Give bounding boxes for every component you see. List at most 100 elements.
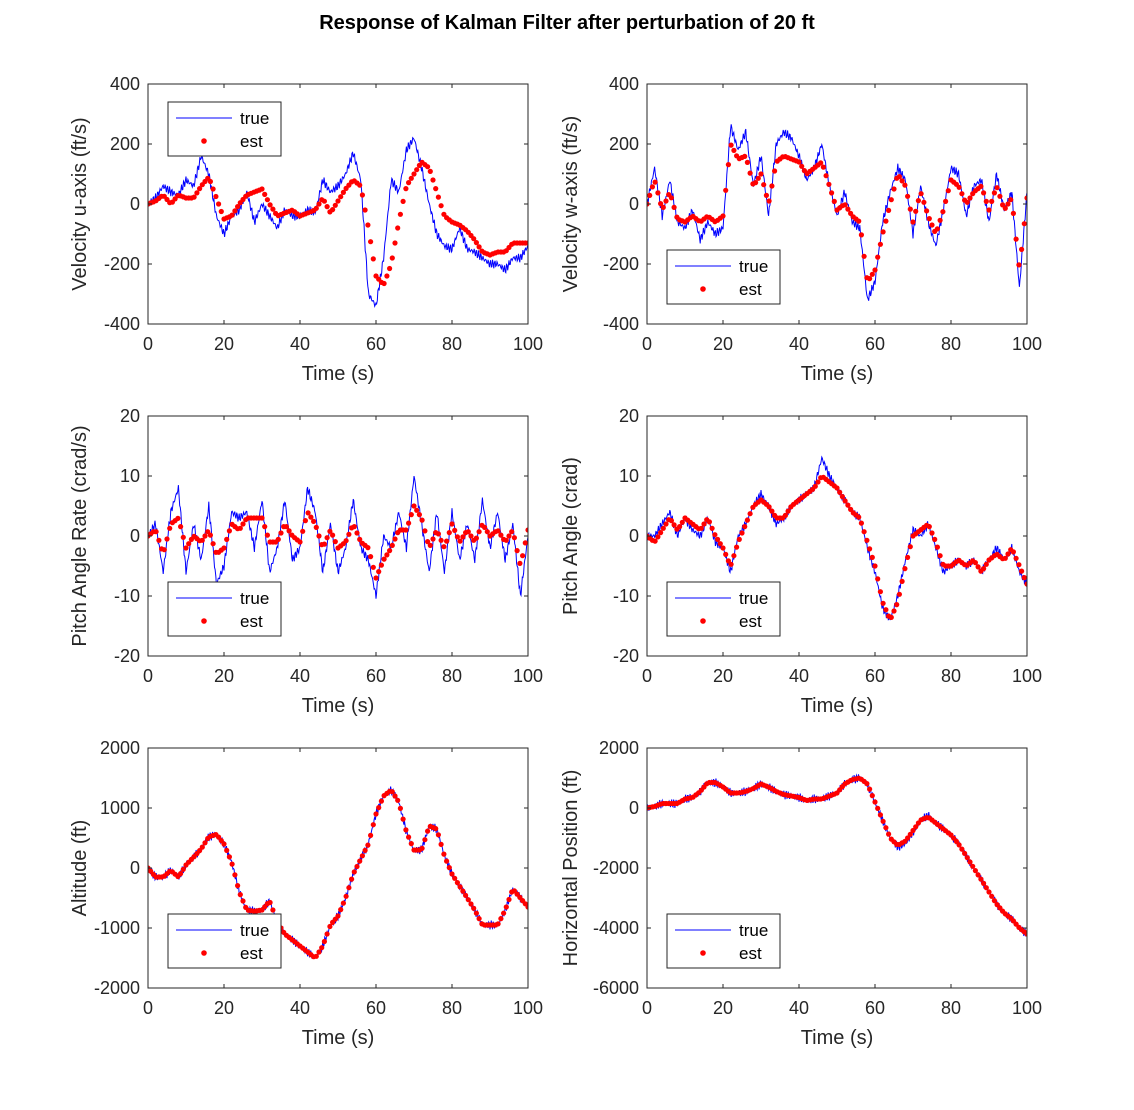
- x-tick-label: 100: [513, 334, 543, 354]
- series-est-point: [525, 904, 528, 910]
- series-est-point: [815, 479, 821, 485]
- subplot-3: 0 20 40 60 80 100 -20 -10 0 10 20 Time (s) Pitch Ang…: [69, 406, 543, 717]
- series-est-point: [723, 187, 729, 193]
- series-est-point: [327, 923, 333, 930]
- series-est-point: [465, 897, 471, 903]
- series-est-point: [495, 528, 501, 534]
- series-est-point: [910, 219, 916, 225]
- series-est-point: [858, 232, 865, 238]
- y-tick-label: -400: [104, 314, 140, 334]
- series-est-point: [183, 545, 189, 551]
- y-tick-label: 200: [609, 134, 639, 154]
- series-est-point: [875, 254, 881, 260]
- series-est-point: [194, 190, 200, 196]
- series-est-point: [728, 142, 734, 148]
- series-est-point: [425, 539, 431, 545]
- series-est-point: [324, 204, 330, 210]
- series-est-point: [875, 576, 881, 582]
- y-tick-label: 400: [110, 74, 140, 94]
- series-est-point: [723, 551, 729, 558]
- series-est-point: [1013, 555, 1019, 561]
- series-est-point: [517, 560, 523, 567]
- series-est-point: [178, 871, 184, 877]
- series-est-point: [319, 945, 325, 951]
- series-est-point: [411, 171, 417, 177]
- series-est-point: [883, 825, 889, 831]
- x-tick-label: 0: [642, 666, 652, 686]
- series-est-point: [365, 545, 371, 551]
- series-est-point: [725, 162, 732, 168]
- series-est-point: [1016, 262, 1022, 268]
- x-tick-label: 20: [214, 666, 234, 686]
- series-est-point: [264, 197, 270, 203]
- series-est-point: [454, 534, 460, 540]
- y-axis-label: Velocity u-axis (ft/s): [69, 117, 91, 290]
- series-est-point: [831, 198, 837, 204]
- series-est-point: [899, 178, 905, 184]
- series-est-point: [392, 793, 398, 799]
- series-est-point: [476, 916, 482, 922]
- series-est-point: [216, 834, 222, 840]
- y-tick-label: -10: [613, 586, 639, 606]
- plot-series: [647, 124, 1027, 301]
- series-est-point: [444, 538, 450, 544]
- series-est-point: [438, 841, 444, 848]
- series-est-point: [178, 524, 184, 530]
- series-est-point: [978, 876, 984, 882]
- y-tick-label: 0: [130, 194, 140, 214]
- series-est-point: [731, 553, 737, 559]
- series-est-point: [237, 525, 243, 531]
- series-est-point: [856, 218, 862, 224]
- series-est-point: [929, 530, 935, 536]
- x-tick-label: 40: [789, 998, 809, 1018]
- series-est-point: [406, 834, 412, 840]
- series-est-point: [753, 180, 759, 186]
- legend-true-label: true: [739, 921, 768, 940]
- x-tick-label: 60: [865, 666, 885, 686]
- series-est-point: [932, 536, 938, 543]
- series-est-point: [267, 899, 273, 906]
- series-est-point: [373, 575, 379, 581]
- x-tick-label: 0: [143, 334, 153, 354]
- series-est-point: [769, 183, 775, 189]
- series-est-point: [902, 566, 908, 572]
- series-est-point: [877, 589, 884, 595]
- series-est-point: [766, 198, 772, 204]
- series-est-point: [202, 533, 208, 539]
- x-tick-label: 40: [789, 666, 809, 686]
- x-axis-label: Time (s): [302, 1027, 375, 1049]
- series-est-point: [886, 831, 892, 837]
- series-est-point: [1024, 581, 1027, 587]
- series-est-point: [224, 847, 230, 854]
- series-est-point: [395, 797, 401, 803]
- legend-true-label: true: [739, 257, 768, 276]
- series-est-point: [229, 212, 235, 218]
- series-est-point: [226, 528, 232, 534]
- series-est-point: [359, 192, 365, 198]
- series-est-point: [270, 907, 276, 913]
- plot-series: [647, 773, 1027, 937]
- series-est-point: [332, 202, 338, 208]
- series-est-point: [463, 892, 469, 899]
- legend: true est: [167, 581, 282, 637]
- series-est-point: [406, 520, 412, 526]
- series-est-point: [924, 208, 930, 214]
- x-tick-label: 60: [366, 666, 386, 686]
- series-est-point: [1002, 205, 1008, 211]
- series-est-point: [937, 553, 943, 559]
- series-est-point: [482, 524, 488, 531]
- series-est-point: [717, 541, 723, 547]
- legend-est-swatch: [700, 618, 706, 624]
- series-est-point: [913, 208, 919, 214]
- series-est-point: [1019, 246, 1025, 252]
- series-est-point: [845, 502, 851, 508]
- series-est-point: [715, 536, 721, 543]
- series-est-point: [221, 841, 227, 847]
- series-est-point: [818, 160, 824, 166]
- series-est-point: [235, 204, 241, 210]
- y-tick-label: 10: [120, 466, 140, 486]
- y-tick-label: 2000: [100, 738, 140, 758]
- series-est-point: [330, 532, 336, 538]
- series-est-point: [921, 199, 927, 205]
- series-est-point: [1005, 551, 1011, 557]
